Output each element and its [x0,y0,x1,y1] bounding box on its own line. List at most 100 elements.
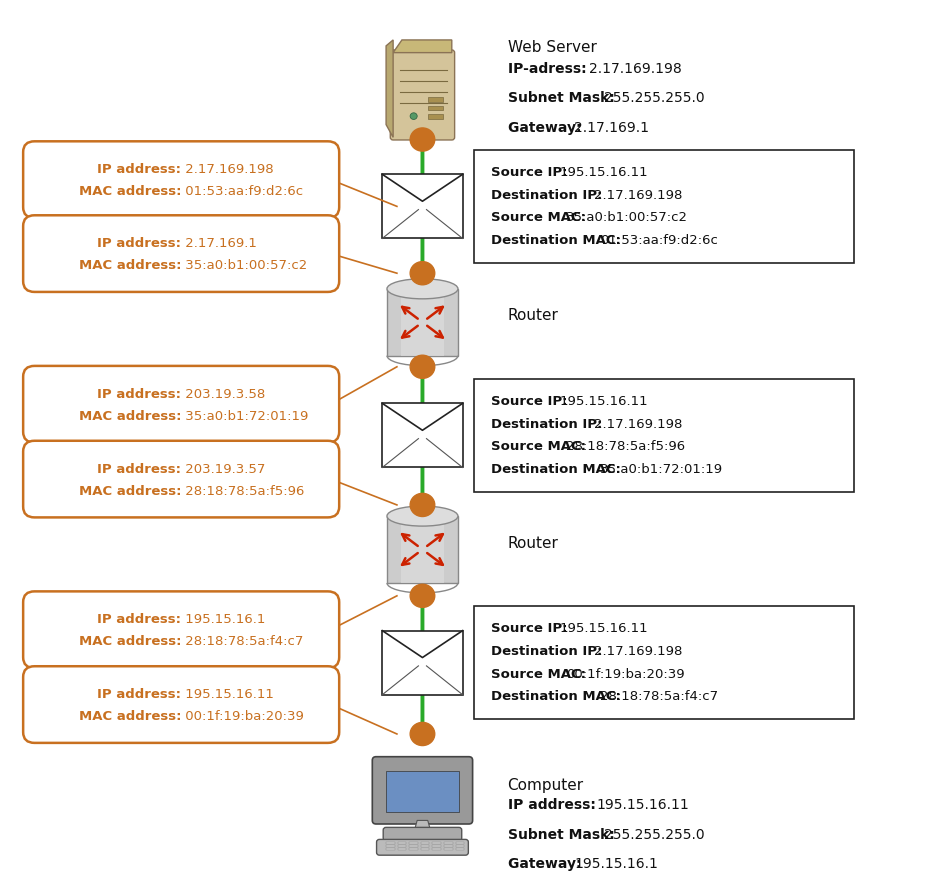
Ellipse shape [387,506,458,526]
Text: MAC address:: MAC address: [79,485,181,498]
Text: IP address:: IP address: [508,798,601,812]
Circle shape [410,355,435,378]
Text: Router: Router [508,308,559,324]
Text: Destination IP:: Destination IP: [491,645,606,658]
FancyBboxPatch shape [444,848,453,850]
FancyBboxPatch shape [398,845,406,848]
Text: Destination MAC:: Destination MAC: [491,690,625,704]
FancyBboxPatch shape [387,289,458,356]
FancyBboxPatch shape [409,845,418,848]
FancyBboxPatch shape [382,630,463,695]
Text: Gateway:: Gateway: [508,857,586,871]
Text: 2.17.169.1: 2.17.169.1 [181,237,257,250]
FancyBboxPatch shape [409,848,418,850]
FancyBboxPatch shape [420,848,429,850]
Polygon shape [415,821,431,830]
Text: 2.17.169.198: 2.17.169.198 [593,189,682,201]
Text: MAC address:: MAC address: [79,185,181,198]
Text: Source MAC:: Source MAC: [491,668,590,680]
Text: IP-adress:: IP-adress: [508,62,591,76]
Text: IP address:: IP address: [97,164,181,176]
Text: 195.15.16.11: 195.15.16.11 [596,798,689,812]
Text: 28:18:78:5a:f4:c7: 28:18:78:5a:f4:c7 [181,636,304,648]
Text: 00:1f:19:ba:20:39: 00:1f:19:ba:20:39 [567,668,685,680]
Text: MAC address:: MAC address: [79,636,181,648]
FancyBboxPatch shape [398,842,406,844]
FancyBboxPatch shape [23,215,339,292]
FancyBboxPatch shape [456,848,464,850]
Text: Source IP:: Source IP: [491,165,571,179]
Text: Source MAC:: Source MAC: [491,441,590,453]
Circle shape [410,493,435,517]
Text: 35:a0:b1:00:57:c2: 35:a0:b1:00:57:c2 [181,259,307,273]
FancyBboxPatch shape [390,50,455,140]
Polygon shape [386,40,393,138]
FancyBboxPatch shape [387,516,458,583]
Circle shape [410,113,418,120]
Text: 195.15.16.11: 195.15.16.11 [560,165,648,179]
FancyBboxPatch shape [372,756,473,824]
Text: 195.15.16.11: 195.15.16.11 [560,395,648,408]
Text: 203.19.3.58: 203.19.3.58 [181,388,266,401]
Text: 00:1f:19:ba:20:39: 00:1f:19:ba:20:39 [181,710,304,723]
FancyBboxPatch shape [23,666,339,743]
Text: Computer: Computer [508,778,584,793]
Text: 28:18:78:5a:f4:c7: 28:18:78:5a:f4:c7 [601,690,718,704]
Text: Source IP:: Source IP: [491,622,571,635]
FancyBboxPatch shape [474,606,854,720]
Text: Gateway:: Gateway: [508,121,586,135]
FancyBboxPatch shape [23,366,339,443]
Text: 28:18:78:5a:f5:96: 28:18:78:5a:f5:96 [567,441,685,453]
Text: 35:a0:b1:72:01:19: 35:a0:b1:72:01:19 [181,409,308,423]
FancyBboxPatch shape [444,842,453,844]
Text: 28:18:78:5a:f5:96: 28:18:78:5a:f5:96 [181,485,305,498]
Text: 01:53:aa:f9:d2:6c: 01:53:aa:f9:d2:6c [601,234,718,247]
Text: Router: Router [508,536,559,551]
Text: IP address:: IP address: [97,462,181,476]
FancyBboxPatch shape [386,848,395,850]
FancyBboxPatch shape [382,174,463,239]
Circle shape [410,722,435,746]
Text: 2.17.169.198: 2.17.169.198 [181,164,274,176]
FancyBboxPatch shape [382,403,463,468]
Text: IP address:: IP address: [97,613,181,627]
FancyBboxPatch shape [23,141,339,218]
Text: 255.255.255.0: 255.255.255.0 [604,91,704,105]
FancyBboxPatch shape [386,771,459,813]
FancyBboxPatch shape [23,591,339,668]
FancyBboxPatch shape [456,845,464,848]
FancyBboxPatch shape [433,842,441,844]
Ellipse shape [387,279,458,299]
FancyBboxPatch shape [474,379,854,492]
Text: 203.19.3.57: 203.19.3.57 [181,462,266,476]
FancyBboxPatch shape [377,839,469,856]
FancyBboxPatch shape [383,827,462,840]
Text: Destination IP:: Destination IP: [491,189,606,201]
Circle shape [410,585,435,607]
Text: Web Server: Web Server [508,40,597,55]
FancyBboxPatch shape [23,441,339,518]
Text: MAC address:: MAC address: [79,259,181,273]
Circle shape [410,262,435,285]
Polygon shape [393,40,452,53]
FancyBboxPatch shape [398,848,406,850]
FancyBboxPatch shape [428,105,443,110]
FancyBboxPatch shape [474,150,854,263]
Text: 01:53:aa:f9:d2:6c: 01:53:aa:f9:d2:6c [181,185,304,198]
Text: MAC address:: MAC address: [79,409,181,423]
Text: Destination IP:: Destination IP: [491,417,606,431]
Text: Destination MAC:: Destination MAC: [491,463,625,477]
Text: 195.15.16.1: 195.15.16.1 [574,857,658,871]
FancyBboxPatch shape [386,842,395,844]
Text: 195.15.16.11: 195.15.16.11 [181,688,274,701]
Text: Subnet Mask:: Subnet Mask: [508,91,620,105]
FancyBboxPatch shape [433,848,441,850]
FancyBboxPatch shape [401,516,444,583]
FancyBboxPatch shape [456,842,464,844]
Text: 2.17.169.1: 2.17.169.1 [574,121,649,135]
Text: 35:a0:b1:00:57:c2: 35:a0:b1:00:57:c2 [567,211,688,224]
FancyBboxPatch shape [401,289,444,356]
Text: IP address:: IP address: [97,388,181,401]
Text: MAC address:: MAC address: [79,710,181,723]
Text: IP address:: IP address: [97,237,181,250]
